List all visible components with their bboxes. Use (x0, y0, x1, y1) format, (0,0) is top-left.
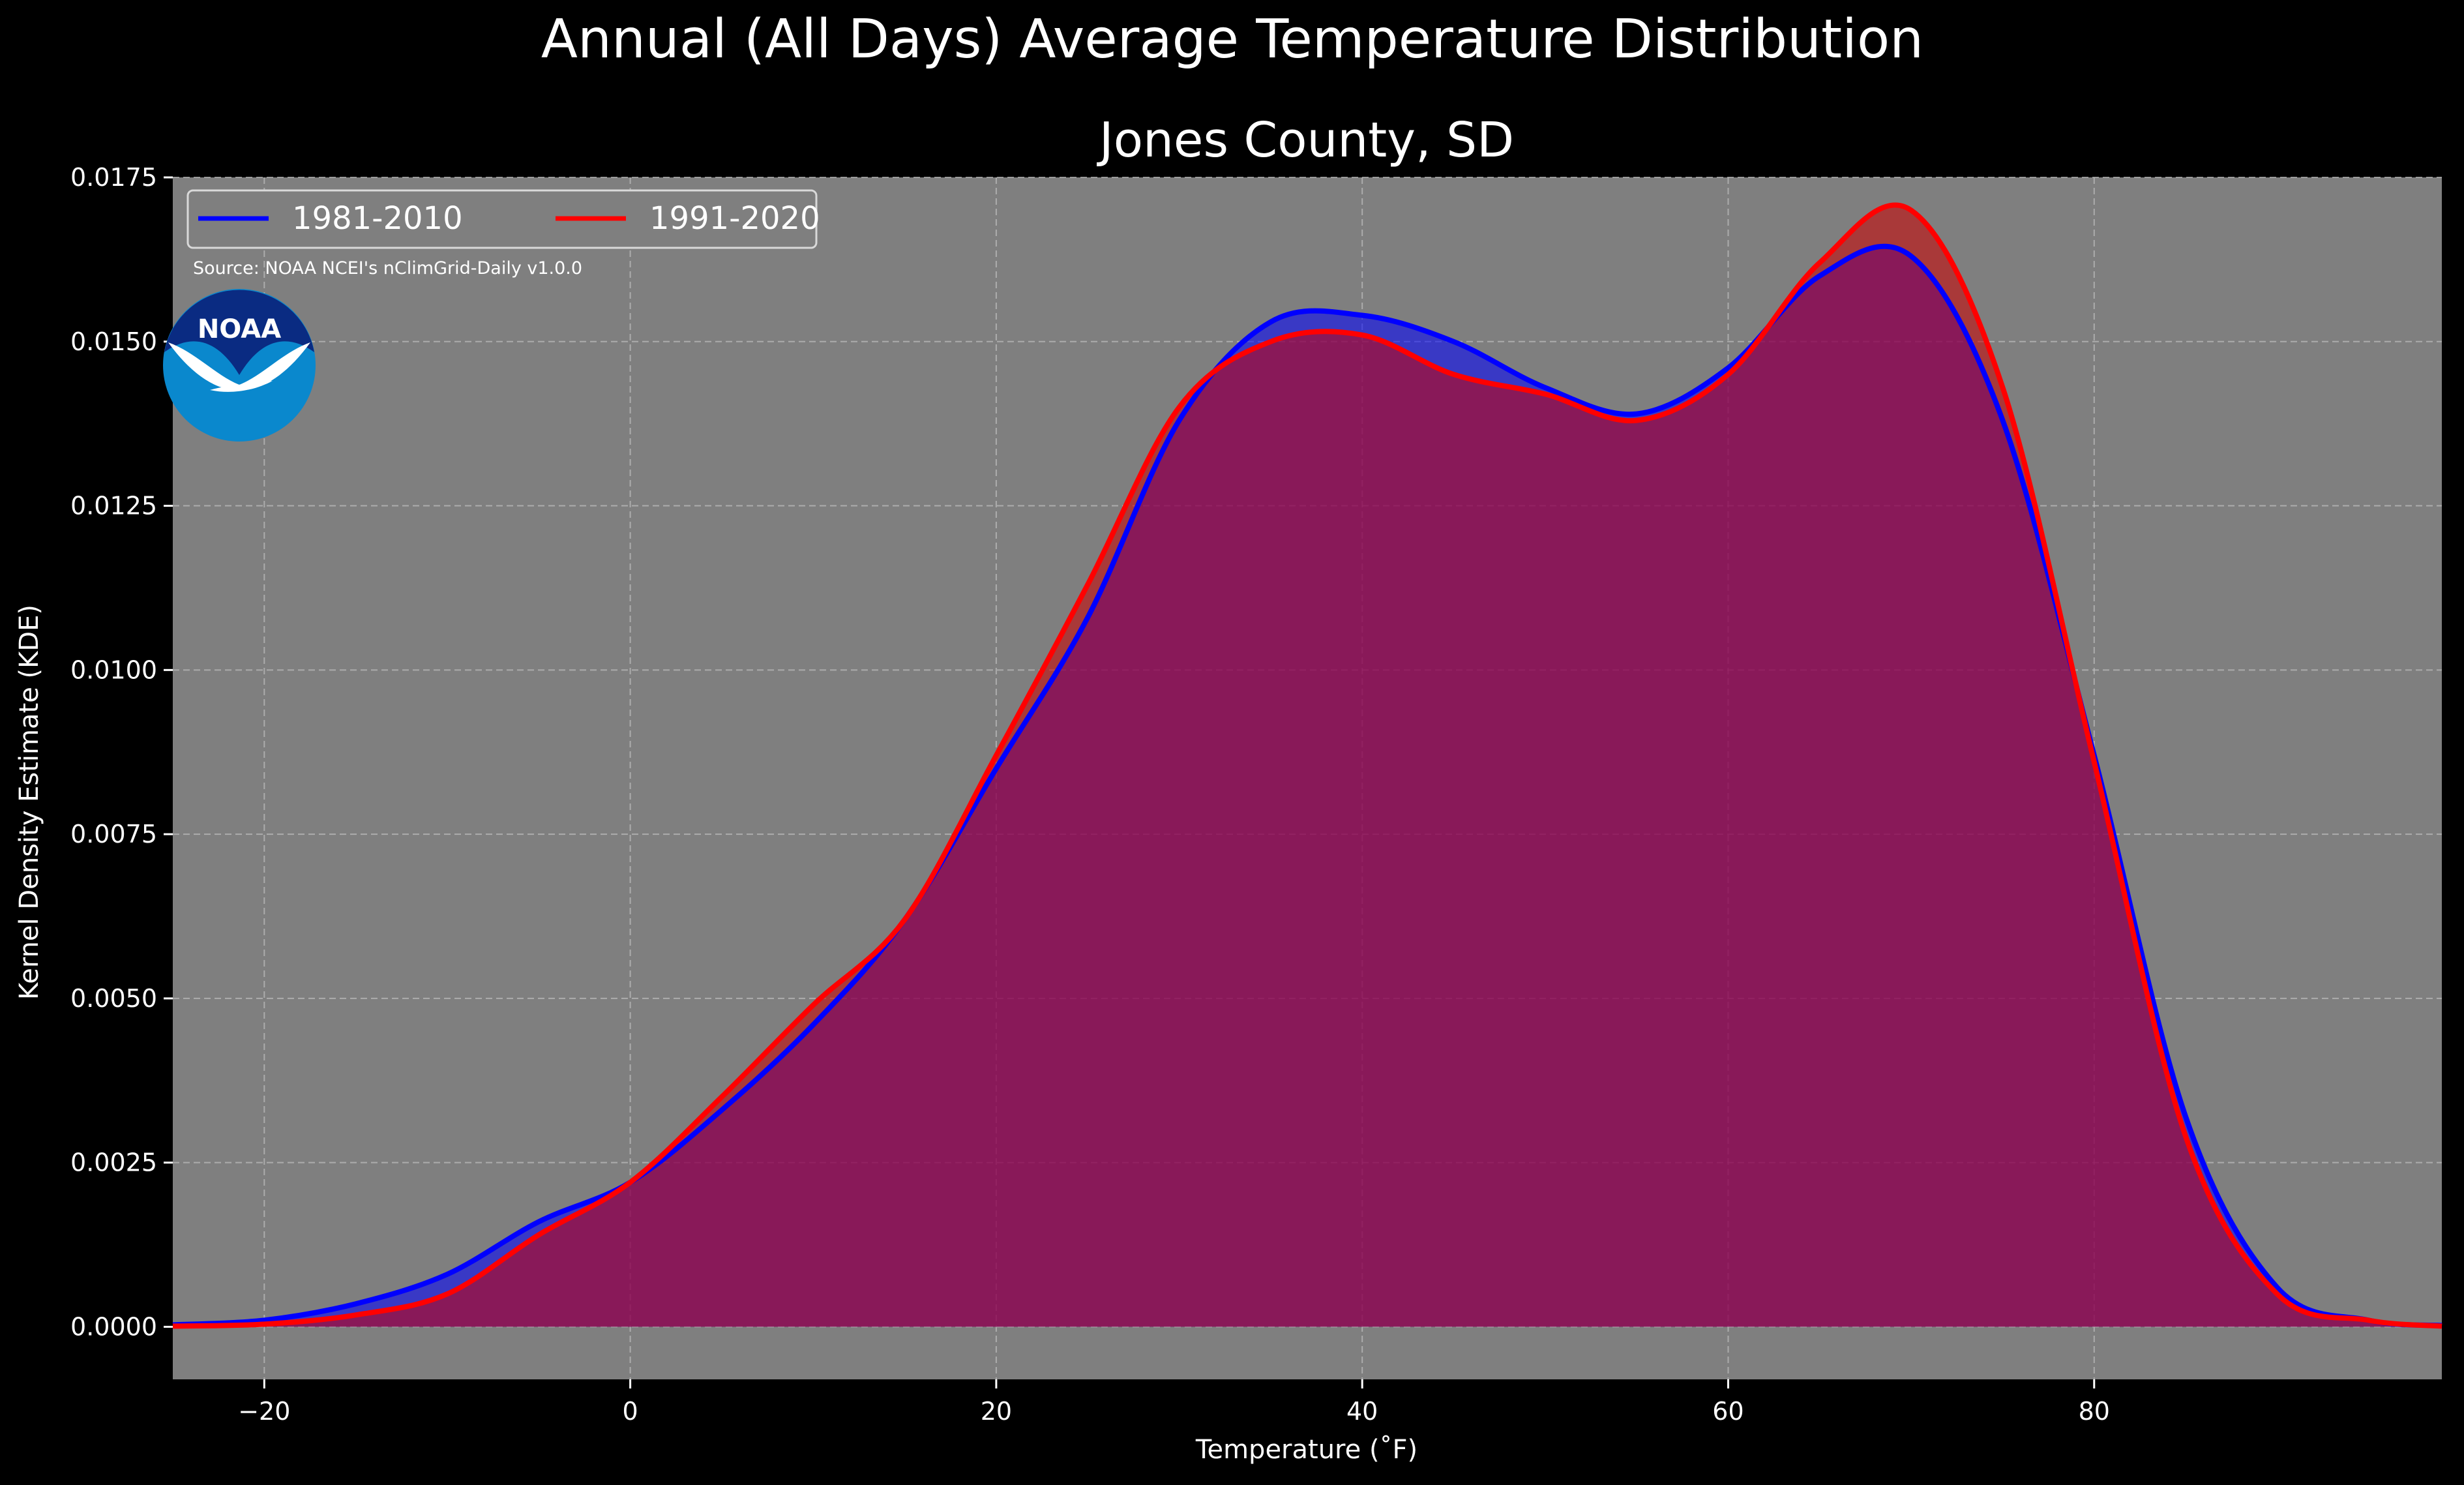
noaa-logo-wing-icon (210, 381, 273, 392)
series-line-1991-2020 (172, 202, 2442, 1329)
y-tick-label: 0.0050 (70, 984, 157, 1013)
x-tick-label: 60 (1712, 1397, 1744, 1426)
y-tick-label: 0.0150 (70, 327, 157, 356)
legend-label-1991-2020: 1991-2020 (649, 200, 820, 237)
x-tick-label: 40 (1346, 1397, 1378, 1426)
x-tick-label: 0 (623, 1397, 638, 1426)
noaa-logo-sky (164, 290, 314, 375)
y-tick-label: 0.0125 (70, 492, 157, 520)
noaa-logo-text: NOAA (198, 314, 281, 344)
y-tick-label: 0.0075 (70, 820, 157, 848)
legend: 1981-2010 1991-2020 (186, 189, 820, 249)
y-axis-label: Kernel Density Estimate (KDE) (14, 605, 44, 1000)
noaa-logo: NOAA (163, 289, 316, 442)
y-tick-label: 0.0100 (70, 655, 157, 684)
noaa-logo-bird-icon (168, 342, 310, 391)
x-tick-label: 20 (981, 1397, 1012, 1426)
chart-title: Jones County, SD (1097, 112, 1514, 168)
source-note: Source: NOAA NCEI's nClimGrid-Daily v1.0… (193, 258, 582, 278)
legend-label-1981-2010: 1981-2010 (292, 200, 463, 237)
series-lines (172, 202, 2442, 1329)
chart-suptitle: Annual (All Days) Average Temperature Di… (541, 8, 1923, 70)
x-axis-label: Temperature (˚F) (1195, 1435, 1418, 1465)
y-tick-label: 0.0175 (70, 163, 157, 192)
y-tick-label: 0.0025 (70, 1148, 157, 1177)
series-area-1991-2020 (173, 205, 2442, 1327)
y-axis-ticks: 0.0000 0.0025 0.0050 0.0075 0.0100 0.0125 0.01… (70, 163, 173, 1341)
series-areas (173, 205, 2442, 1327)
x-axis-ticks: −20 0 20 40 60 80 (238, 1379, 2110, 1426)
x-tick-label: −20 (238, 1397, 290, 1426)
x-tick-label: 80 (2079, 1397, 2110, 1426)
y-tick-label: 0.0000 (70, 1312, 157, 1341)
legend-frame (186, 189, 818, 249)
